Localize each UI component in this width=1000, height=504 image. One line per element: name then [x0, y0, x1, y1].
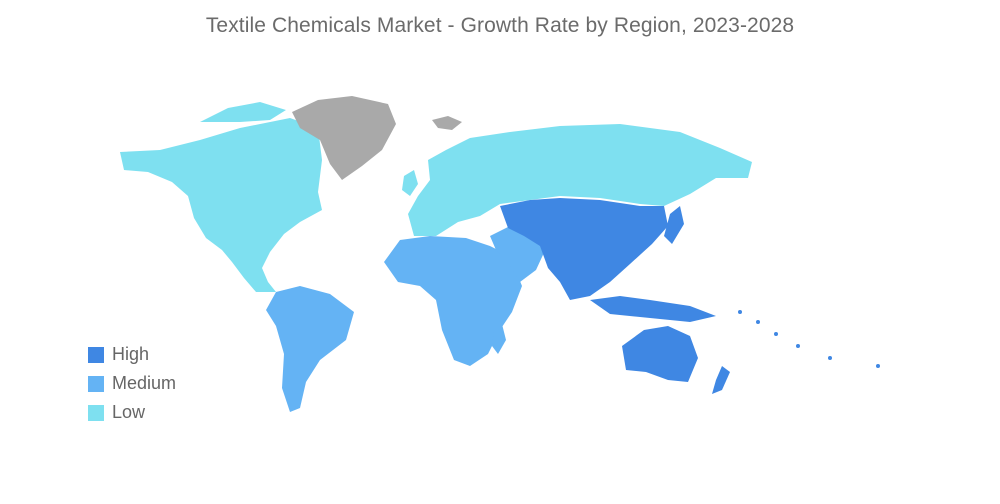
- region-greenland: [292, 96, 396, 180]
- region-asia: [500, 198, 668, 300]
- region-uk: [402, 170, 418, 196]
- legend-swatch-high: [88, 346, 104, 363]
- pacific-island: [756, 320, 760, 324]
- legend-item-high: High: [88, 340, 176, 369]
- region-south-america: [266, 286, 354, 412]
- region-canada-islands: [200, 102, 286, 122]
- region-japan: [664, 206, 684, 244]
- legend-label-low: Low: [112, 402, 146, 422]
- legend-swatch-low: [88, 404, 104, 421]
- pacific-island: [876, 364, 880, 368]
- pacific-island: [774, 332, 778, 336]
- legend-swatch-medium: [88, 375, 104, 392]
- pacific-island: [828, 356, 832, 360]
- region-africa: [384, 236, 522, 366]
- pacific-island: [738, 310, 742, 314]
- region-europe-russia: [408, 124, 752, 236]
- region-australia: [622, 326, 698, 382]
- pacific-island: [796, 344, 800, 348]
- region-north-america: [120, 118, 322, 292]
- region-iceland: [432, 116, 462, 130]
- region-indonesia: [590, 296, 716, 322]
- legend-item-medium: Medium: [88, 369, 176, 398]
- legend-item-low: Low: [88, 398, 176, 427]
- legend-label-medium: Medium: [112, 373, 177, 393]
- region-new-zealand: [712, 366, 730, 394]
- chart-title: Textile Chemicals Market - Growth Rate b…: [205, 14, 795, 37]
- legend-label-high: High: [112, 344, 150, 364]
- legend: High Medium Low: [88, 340, 176, 427]
- region-madagascar: [492, 324, 506, 354]
